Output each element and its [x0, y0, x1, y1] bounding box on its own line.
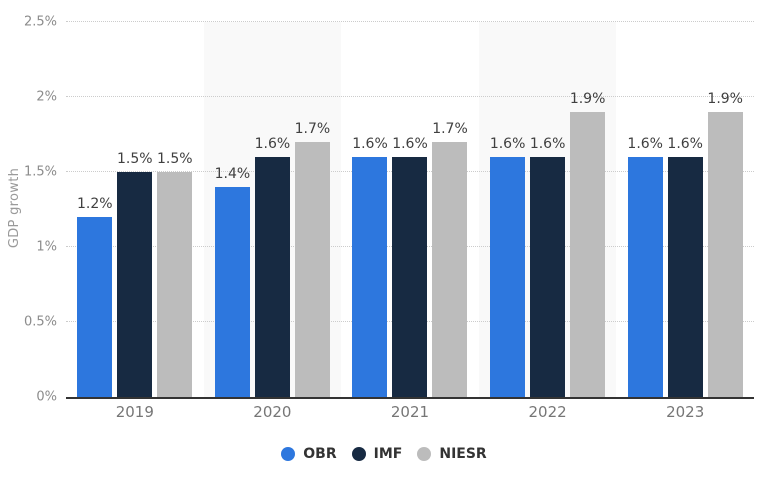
x-axis-labels: 2019 2020 2021 2022 2023 [66, 403, 754, 425]
legend-label: NIESR [439, 446, 487, 462]
bar-column: 1.4% [215, 22, 250, 397]
bar-niesr-2022[interactable] [570, 112, 606, 397]
bar-value-label: 1.6% [667, 136, 703, 152]
bar-imf-2019[interactable] [117, 172, 153, 397]
bar-niesr-2019[interactable] [157, 172, 193, 397]
bar-column: 1.6% [352, 22, 388, 397]
bar-column: 1.2% [77, 22, 113, 397]
legend-label: IMF [373, 446, 403, 462]
bar-obr-2021[interactable] [352, 157, 388, 397]
x-axis-label-2021: 2021 [390, 403, 430, 421]
x-axis-label-2022: 2022 [528, 403, 567, 421]
bar-value-label: 1.7% [432, 121, 468, 137]
bar-value-label: 1.6% [489, 136, 526, 152]
bar-column: 1.6% [255, 22, 290, 397]
bar-value-label: 1.6% [529, 136, 566, 152]
x-axis-label-2019: 2019 [115, 403, 154, 421]
y-axis-ticks: 0% 0.5% 1% 1.5% 2% 2.5% [0, 15, 57, 405]
bar-column: 1.6% [530, 22, 565, 397]
bar-value-label: 1.9% [707, 91, 743, 107]
legend-item-imf[interactable]: IMF [351, 446, 403, 462]
bar-group-2020: 1.4% 1.6% 1.7% [204, 22, 342, 397]
gridline-2 [66, 96, 754, 97]
x-axis-label-2023: 2023 [666, 403, 705, 421]
bar-niesr-2021[interactable] [432, 142, 468, 397]
bar-column: 1.6% [667, 22, 703, 397]
bar-value-label: 1.4% [214, 166, 251, 182]
bar-niesr-2023[interactable] [707, 112, 743, 397]
bar-value-label: 1.7% [294, 121, 331, 137]
legend-item-obr[interactable]: OBR [281, 446, 337, 462]
bar-group-2019: 1.2% 1.5% 1.5% [66, 22, 204, 397]
x-axis-label-2020: 2020 [253, 403, 292, 421]
y-tick-label: 1% [36, 239, 57, 255]
legend-label: OBR [303, 446, 337, 462]
plot-area: 1.2% 1.5% 1.5% 1.4% 1.6% 1.7% 1.6% 1.6% 1.7% 1.6%… [66, 21, 754, 399]
bar-column: 1.7% [432, 22, 468, 397]
bar-value-label: 1.9% [569, 91, 606, 107]
bar-column: 1.9% [570, 22, 605, 397]
bar-imf-2021[interactable] [392, 157, 428, 397]
bar-group-2021: 1.6% 1.6% 1.7% [341, 22, 479, 397]
bar-niesr-2020[interactable] [294, 142, 330, 397]
bar-group-2023: 1.6% 1.6% 1.9% [616, 22, 754, 397]
legend-marker-circle-icon [351, 447, 366, 461]
bar-column: 1.9% [707, 22, 743, 397]
legend-item-niesr[interactable]: NIESR [417, 446, 487, 462]
legend-marker-circle-icon [281, 447, 296, 461]
legend: OBR IMF NIESR [0, 446, 768, 462]
y-tick-label: 0% [36, 389, 57, 405]
bar-column: 1.6% [490, 22, 525, 397]
legend-marker-circle-icon [417, 447, 432, 461]
bar-value-label: 1.6% [627, 136, 663, 152]
bar-column: 1.5% [157, 22, 193, 397]
bar-imf-2023[interactable] [667, 157, 703, 397]
bar-column: 1.6% [392, 22, 428, 397]
bar-obr-2023[interactable] [627, 157, 663, 397]
bar-value-label: 1.6% [392, 136, 428, 152]
bar-imf-2022[interactable] [530, 157, 566, 397]
bar-value-label: 1.6% [352, 136, 388, 152]
bar-obr-2019[interactable] [77, 217, 113, 397]
bar-value-label: 1.2% [77, 196, 113, 212]
bar-imf-2020[interactable] [254, 157, 290, 397]
bar-column: 1.7% [295, 22, 330, 397]
bar-column: 1.5% [117, 22, 153, 397]
bar-value-label: 1.5% [157, 151, 193, 167]
bar-value-label: 1.5% [117, 151, 153, 167]
bar-column: 1.6% [627, 22, 663, 397]
bar-obr-2020[interactable] [214, 187, 250, 397]
y-tick-label: 2% [36, 89, 57, 105]
y-tick-label: 1.5% [23, 164, 57, 180]
x-axis-baseline [66, 397, 754, 399]
bar-value-label: 1.6% [254, 136, 291, 152]
y-tick-label: 0.5% [23, 314, 57, 330]
bar-group-2022: 1.6% 1.6% 1.9% [479, 22, 617, 397]
bar-obr-2022[interactable] [490, 157, 526, 397]
y-tick-label: 2.5% [23, 14, 57, 30]
gridline-2.5 [66, 21, 754, 22]
